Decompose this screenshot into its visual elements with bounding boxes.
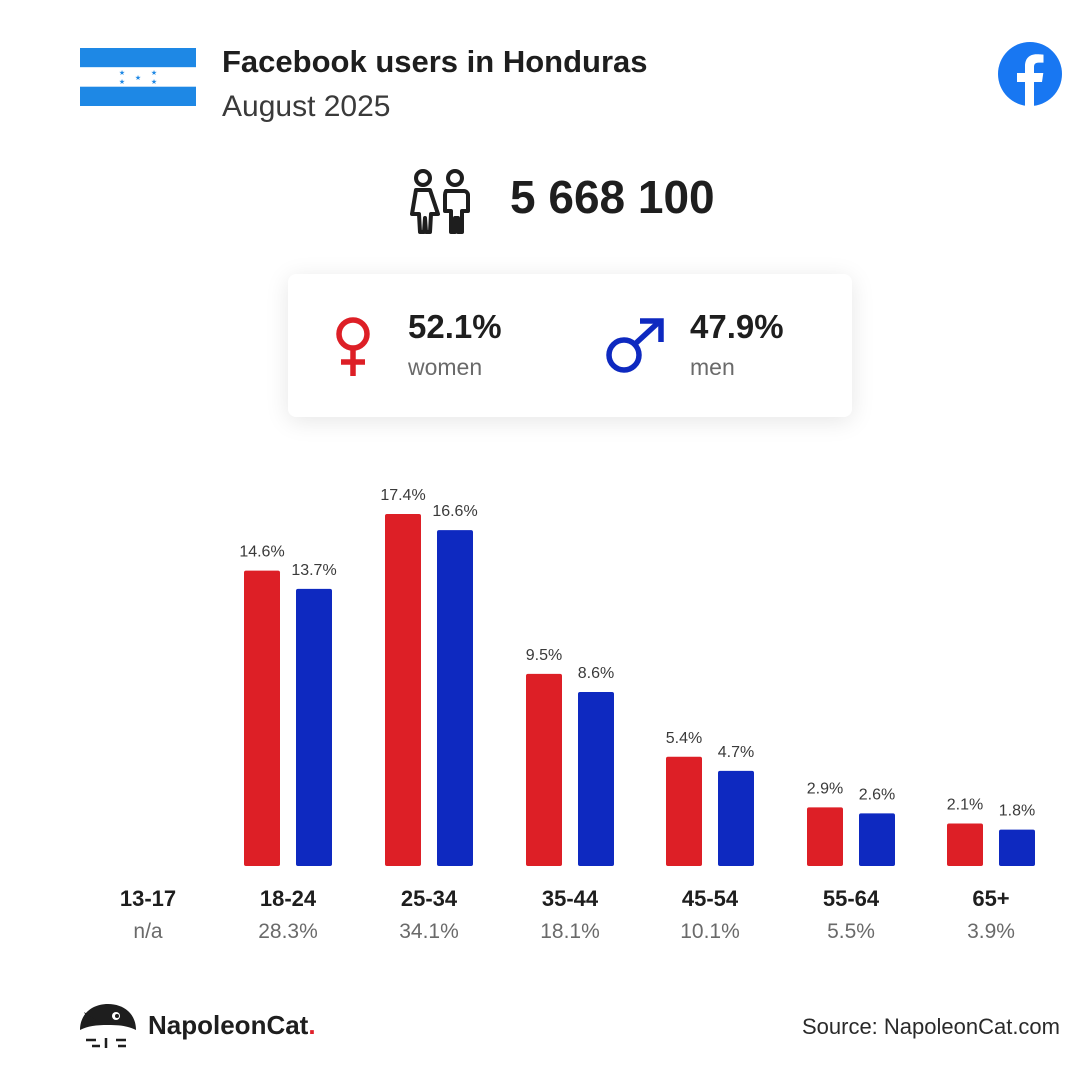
age-group-total: 28.3% — [258, 920, 318, 943]
men-bar — [296, 588, 332, 866]
women-data-label: 14.6% — [239, 544, 284, 561]
brand-name-text: NapoleonCat — [148, 1010, 309, 1040]
brand-dot: . — [308, 1010, 316, 1040]
honduras-flag-icon: ★ ★★ ★★ — [80, 48, 196, 106]
men-data-label: 4.7% — [718, 744, 754, 761]
men-bar — [999, 829, 1035, 866]
men-data-label: 2.6% — [859, 786, 895, 803]
gender-split-card — [288, 274, 852, 417]
women-bar — [244, 570, 280, 866]
women-data-label: 2.1% — [947, 797, 983, 814]
total-users-value: 5 668 100 — [510, 171, 715, 223]
facebook-icon — [998, 42, 1062, 106]
age-group-label: 35-44 — [542, 886, 599, 911]
age-group-label: 18-24 — [260, 886, 317, 911]
men-data-label: 16.6% — [432, 503, 477, 520]
age-group-label: 65+ — [972, 886, 1009, 911]
age-group-label: 45-54 — [682, 886, 739, 911]
svg-text:★: ★ — [151, 69, 157, 77]
source-note: Source: NapoleonCat.com — [801, 1014, 1060, 1039]
men-data-label: 8.6% — [578, 665, 614, 682]
men-bar — [578, 692, 614, 866]
women-bar — [385, 514, 421, 866]
men-bar — [718, 770, 754, 866]
age-group-total: 5.5% — [827, 920, 875, 943]
women-label: women — [408, 354, 483, 380]
svg-text:★: ★ — [119, 78, 125, 86]
men-bar — [437, 530, 473, 866]
svg-text:★: ★ — [135, 74, 141, 82]
women-bar — [526, 673, 562, 866]
napoleoncat-logo-icon — [80, 1004, 136, 1048]
women-bar — [807, 807, 843, 866]
female-symbol-icon — [336, 317, 370, 376]
age-group-total: 18.1% — [540, 920, 600, 943]
men-bar — [859, 813, 895, 866]
women-data-label: 9.5% — [526, 647, 562, 664]
men-data-label: 1.8% — [999, 803, 1035, 820]
page-subtitle: August 2025 — [222, 90, 391, 123]
male-symbol-icon — [606, 318, 664, 373]
women-percent: 52.1% — [408, 308, 502, 345]
age-group-label: 13-17 — [120, 886, 176, 911]
svg-text:★: ★ — [119, 69, 125, 77]
women-data-label: 17.4% — [380, 487, 425, 504]
brand-name: NapoleonCat. — [148, 1010, 316, 1041]
age-group-label: 25-34 — [401, 886, 458, 911]
age-group-total: n/a — [133, 920, 163, 943]
men-label: men — [690, 354, 735, 380]
women-data-label: 2.9% — [807, 780, 843, 797]
women-bar — [947, 823, 983, 866]
men-percent: 47.9% — [690, 308, 784, 345]
page-title: Facebook users in Honduras — [222, 44, 648, 79]
women-data-label: 5.4% — [666, 730, 702, 747]
svg-text:★: ★ — [151, 78, 157, 86]
age-group-total: 3.9% — [967, 920, 1015, 943]
age-group-label: 55-64 — [823, 886, 880, 911]
men-data-label: 13.7% — [291, 562, 336, 579]
women-bar — [666, 756, 702, 866]
age-group-total: 10.1% — [680, 920, 740, 943]
age-group-total: 34.1% — [399, 920, 459, 943]
users-icon — [410, 169, 470, 234]
age-gender-bar-chart: 13-17 n/a 14.6% 13.7% 18-24 28.3% 17.4% 16.6% 25… — [120, 487, 1035, 943]
